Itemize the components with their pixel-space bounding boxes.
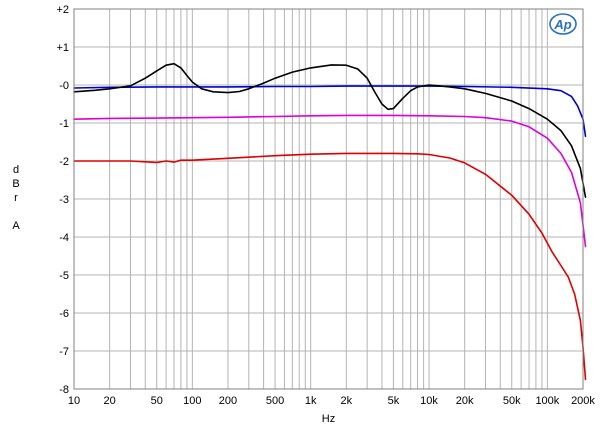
y-tick-label: -8 <box>59 384 69 396</box>
series-line-3 <box>73 114 587 248</box>
series-line-1 <box>73 85 587 138</box>
y-axis-label-char: d <box>13 164 19 176</box>
x-tick-label: 2k <box>341 395 353 407</box>
y-tick-labels: +2 +1 -0 -1 -2 -3 -4 -5 -6 -7 -8 <box>56 4 69 396</box>
x-tick-label: 20k <box>456 395 474 407</box>
y-tick-label: -6 <box>59 308 69 320</box>
y-tick-label: -4 <box>59 232 69 244</box>
logo-text: Ap <box>553 17 571 32</box>
y-tick-label: -7 <box>59 346 69 358</box>
x-tick-label: 100 <box>183 395 201 407</box>
series-line-4 <box>73 152 587 381</box>
logo-ellipse <box>549 13 577 35</box>
y-tick-label: +2 <box>56 4 69 16</box>
x-tick-label: 10k <box>420 395 438 407</box>
x-tick-label: 1k <box>305 395 317 407</box>
y-axis-label-char: B <box>12 178 19 190</box>
x-tick-label: 200 <box>219 395 237 407</box>
y-tick-label: +1 <box>56 42 69 54</box>
y-tick-label: -0 <box>59 80 69 92</box>
plot-frame <box>73 8 584 390</box>
y-tick-label: -1 <box>59 118 69 130</box>
y-axis-label-char: r <box>14 192 18 204</box>
y-tick-label: -5 <box>59 270 69 282</box>
x-tick-label: 200k <box>571 395 595 407</box>
x-axis-label: Hz <box>322 413 335 425</box>
x-tick-label: 50k <box>503 395 521 407</box>
x-tick-label: 5k <box>388 395 400 407</box>
x-tick-label: 100k <box>535 395 559 407</box>
series-group <box>73 62 587 381</box>
x-tick-label: 10 <box>68 395 80 407</box>
x-tick-label: 20 <box>104 395 116 407</box>
ap-logo: Ap <box>549 13 577 35</box>
y-axis-label-char: A <box>12 220 20 232</box>
y-tick-label: -2 <box>59 156 69 168</box>
y-tick-label: -3 <box>59 194 69 206</box>
y-axis-label: dBr A <box>12 164 20 232</box>
x-tick-labels: 10 20 50 100 200 500 1k 2k 5k 10k 20k 50k 100k 200k <box>68 395 596 407</box>
series-line-2 <box>73 62 587 198</box>
x-tick-label: 50 <box>151 395 163 407</box>
x-tick-label: 500 <box>266 395 284 407</box>
